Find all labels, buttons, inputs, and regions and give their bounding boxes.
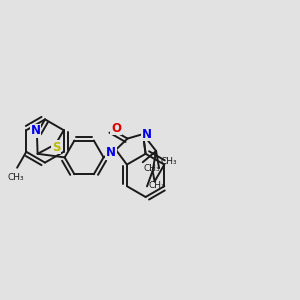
Text: CH₃: CH₃	[160, 157, 177, 166]
Text: CH₃: CH₃	[148, 181, 165, 190]
Text: CH₃: CH₃	[7, 173, 24, 182]
Text: N: N	[31, 124, 41, 137]
Text: N: N	[142, 128, 152, 141]
Text: S: S	[52, 141, 61, 154]
Text: CH₃: CH₃	[144, 164, 160, 173]
Text: N: N	[106, 146, 116, 159]
Text: O: O	[111, 122, 121, 135]
